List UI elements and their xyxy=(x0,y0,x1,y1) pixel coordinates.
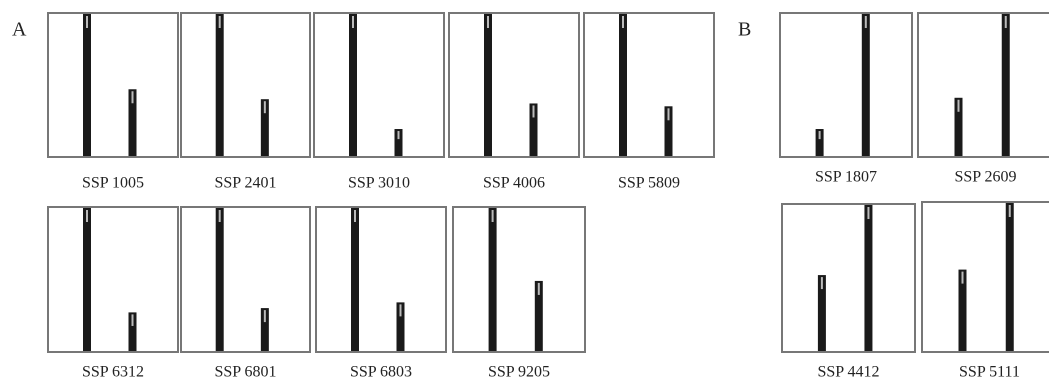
bar-highlight xyxy=(86,16,88,28)
panel xyxy=(584,13,714,157)
bar-highlight xyxy=(492,210,494,222)
figure: A B SSP 1005 SSP 2401 SSP 3010 SSP 4006 SSP … xyxy=(0,0,1049,387)
bar-highlight xyxy=(354,210,356,222)
panel-label: SSP 1005 xyxy=(82,175,144,192)
panel xyxy=(316,207,446,352)
bar xyxy=(216,14,224,156)
bar xyxy=(1002,14,1010,156)
bar-highlight xyxy=(219,210,221,222)
bar-highlight xyxy=(867,207,869,219)
bar-highlight xyxy=(398,131,400,139)
bar-highlight xyxy=(819,131,821,139)
bar-highlight xyxy=(400,304,402,316)
panel xyxy=(453,207,585,352)
bar xyxy=(83,14,91,156)
panel-label: SSP 2609 xyxy=(954,169,1016,186)
bar-highlight xyxy=(1005,16,1007,28)
group-label: B xyxy=(738,19,751,41)
panel-label: SSP 6312 xyxy=(82,364,144,381)
bar xyxy=(862,14,870,156)
panel xyxy=(48,207,178,352)
panel xyxy=(314,13,444,157)
bar xyxy=(216,208,224,351)
bar-highlight xyxy=(538,283,540,295)
panel xyxy=(922,202,1049,352)
panel-label: SSP 1807 xyxy=(815,169,877,186)
panel-label: SSP 6803 xyxy=(350,364,412,381)
panel-label: SSP 6801 xyxy=(214,364,276,381)
bar xyxy=(864,205,872,351)
bar-highlight xyxy=(533,105,535,117)
bar-highlight xyxy=(132,314,134,326)
panel xyxy=(48,13,178,157)
bar-highlight xyxy=(1009,205,1011,217)
bar-highlight xyxy=(622,16,624,28)
bar-highlight xyxy=(668,108,670,120)
panel-label: SSP 4412 xyxy=(817,364,879,381)
bar xyxy=(1006,203,1014,351)
group-label: A xyxy=(12,19,27,41)
bar-highlight xyxy=(821,277,823,289)
panel xyxy=(449,13,579,157)
panel xyxy=(181,207,310,352)
bar-highlight xyxy=(132,91,134,103)
panel xyxy=(918,13,1049,157)
panel-label: SSP 5111 xyxy=(959,364,1020,381)
bar-highlight xyxy=(352,16,354,28)
panel-label: SSP 5809 xyxy=(618,175,680,192)
bar-highlight xyxy=(264,310,266,322)
bar-highlight xyxy=(962,272,964,284)
panel-label: SSP 9205 xyxy=(488,364,550,381)
panel xyxy=(181,13,310,157)
bar-highlight xyxy=(487,16,489,28)
bar xyxy=(484,14,492,156)
bar-highlight xyxy=(865,16,867,28)
bar-highlight xyxy=(86,210,88,222)
bar xyxy=(349,14,357,156)
bar xyxy=(351,208,359,351)
bar xyxy=(619,14,627,156)
panel-label: SSP 3010 xyxy=(348,175,410,192)
bar xyxy=(83,208,91,351)
panel-label: SSP 4006 xyxy=(483,175,545,192)
bar-highlight xyxy=(958,100,960,112)
panel xyxy=(782,204,915,352)
panel xyxy=(780,13,912,157)
bar-highlight xyxy=(264,101,266,113)
bar-highlight xyxy=(219,16,221,28)
panel-label: SSP 2401 xyxy=(214,175,276,192)
bar xyxy=(489,208,497,351)
